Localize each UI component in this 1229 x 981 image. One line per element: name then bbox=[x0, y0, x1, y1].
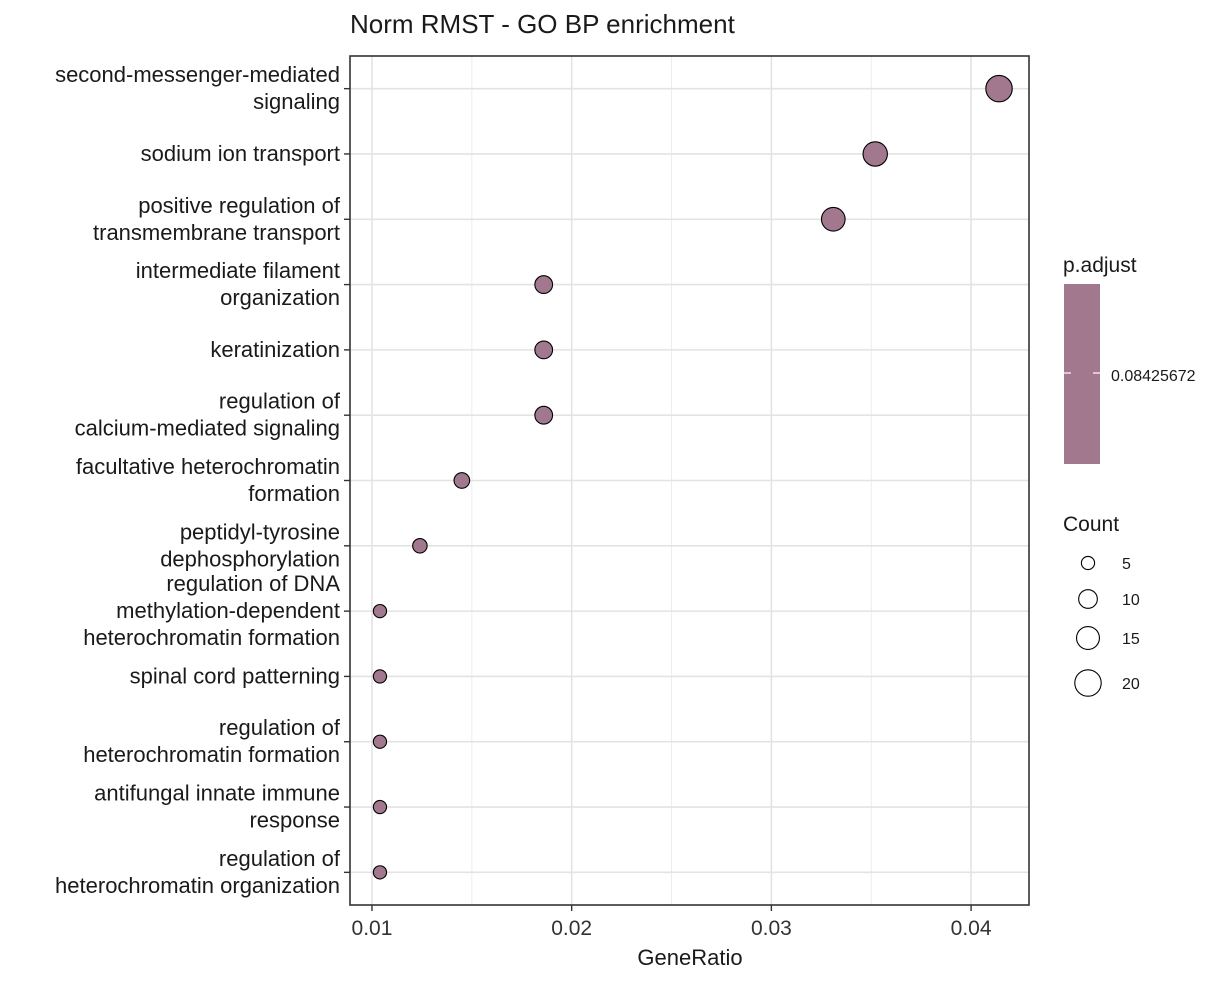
y-tick-label: keratinization bbox=[210, 337, 340, 362]
y-tick-label-line: organization bbox=[220, 285, 340, 310]
size-legend-label: 15 bbox=[1122, 631, 1140, 648]
x-axis: 0.01 0.02 0.03 0.04 bbox=[352, 905, 992, 940]
data-point bbox=[862, 141, 888, 167]
size-legend-label: 5 bbox=[1122, 556, 1131, 573]
y-tick-label: peptidyl-tyrosine dephosphorylation bbox=[160, 519, 340, 571]
y-tick-label: facultative heterochromatin formation bbox=[76, 454, 340, 506]
size-legend-key bbox=[1076, 626, 1100, 650]
y-tick-label: regulation of calcium-mediated signaling bbox=[75, 389, 341, 441]
y-tick-label-line: facultative heterochromatin bbox=[76, 454, 340, 479]
color-legend: p.adjust 0.08425672 bbox=[1063, 254, 1196, 464]
y-tick-label: antifungal innate immune response bbox=[94, 781, 340, 833]
y-tick-label-line: regulation of DNA bbox=[166, 571, 340, 596]
x-tick-label: 0.02 bbox=[551, 917, 592, 940]
y-tick-label: regulation of heterochromatin organizatio… bbox=[55, 846, 341, 898]
y-tick-label-line: sodium ion transport bbox=[141, 141, 340, 166]
data-points bbox=[372, 74, 1013, 880]
y-tick-label-line: heterochromatin formation bbox=[83, 742, 340, 767]
y-tick-label-line: methylation-dependent bbox=[116, 598, 340, 623]
data-point bbox=[534, 340, 554, 360]
data-point bbox=[412, 538, 428, 554]
y-tick-label-line: dephosphorylation bbox=[160, 546, 340, 571]
y-tick-label: positive regulation of transmembrane tran… bbox=[93, 193, 341, 245]
y-tick-label: spinal cord patterning bbox=[130, 663, 340, 688]
data-point bbox=[372, 865, 388, 880]
y-tick-label-line: transmembrane transport bbox=[93, 220, 340, 245]
y-tick-label: regulation of DNA methylation-dependent he… bbox=[83, 571, 340, 650]
data-point bbox=[372, 799, 388, 815]
size-legend-label: 10 bbox=[1122, 592, 1140, 609]
data-point bbox=[534, 405, 554, 425]
size-legend-key bbox=[1074, 669, 1102, 697]
x-tick-label: 0.03 bbox=[751, 917, 792, 940]
y-tick-label-line: second-messenger-mediated bbox=[55, 62, 340, 87]
size-legend: Count 5 10 15 20 bbox=[1063, 513, 1140, 697]
y-tick-label: sodium ion transport bbox=[141, 141, 340, 166]
y-tick-label-line: calcium-mediated signaling bbox=[75, 416, 340, 441]
y-tick-label-line: formation bbox=[248, 481, 340, 506]
data-point bbox=[372, 669, 388, 684]
y-tick-label-line: heterochromatin formation bbox=[83, 625, 340, 650]
y-tick-label-line: peptidyl-tyrosine bbox=[180, 519, 340, 544]
x-tick-label: 0.01 bbox=[352, 917, 393, 940]
y-tick-label-line: response bbox=[249, 808, 340, 833]
y-tick-label-line: keratinization bbox=[210, 337, 340, 362]
color-legend-title: p.adjust bbox=[1063, 254, 1137, 277]
size-legend-key bbox=[1078, 589, 1098, 609]
y-tick-label-line: intermediate filament bbox=[136, 258, 340, 283]
y-tick-label-line: regulation of bbox=[219, 846, 341, 871]
color-legend-bar bbox=[1064, 284, 1100, 464]
y-tick-label-line: positive regulation of bbox=[138, 193, 341, 218]
chart-title: Norm RMST - GO BP enrichment bbox=[350, 9, 736, 39]
y-tick-label-line: signaling bbox=[253, 89, 340, 114]
y-tick-label-line: antifungal innate immune bbox=[94, 781, 340, 806]
y-tick-label-line: regulation of bbox=[219, 389, 341, 414]
y-tick-label-line: regulation of bbox=[219, 715, 341, 740]
y-tick-label: second-messenger-mediated signaling bbox=[55, 62, 340, 114]
y-tick-label: intermediate filament organization bbox=[136, 258, 340, 310]
data-point bbox=[985, 74, 1013, 103]
data-point bbox=[820, 206, 846, 232]
x-tick-label: 0.04 bbox=[951, 917, 992, 940]
y-tick-label-line: heterochromatin organization bbox=[55, 873, 340, 898]
data-point bbox=[372, 734, 388, 749]
size-legend-title: Count bbox=[1063, 513, 1119, 536]
data-point bbox=[453, 472, 471, 489]
size-legend-key bbox=[1080, 555, 1096, 571]
color-legend-label: 0.08425672 bbox=[1111, 368, 1196, 385]
data-point bbox=[372, 603, 388, 619]
x-axis-title: GeneRatio bbox=[637, 945, 742, 970]
data-point bbox=[534, 275, 554, 294]
grid-lines bbox=[350, 56, 1029, 905]
y-tick-label-line: spinal cord patterning bbox=[130, 663, 340, 688]
y-axis-labels: second-messenger-mediated signaling sodium… bbox=[55, 62, 350, 898]
size-legend-label: 20 bbox=[1122, 676, 1140, 693]
y-tick-label: regulation of heterochromatin formation bbox=[83, 715, 341, 767]
